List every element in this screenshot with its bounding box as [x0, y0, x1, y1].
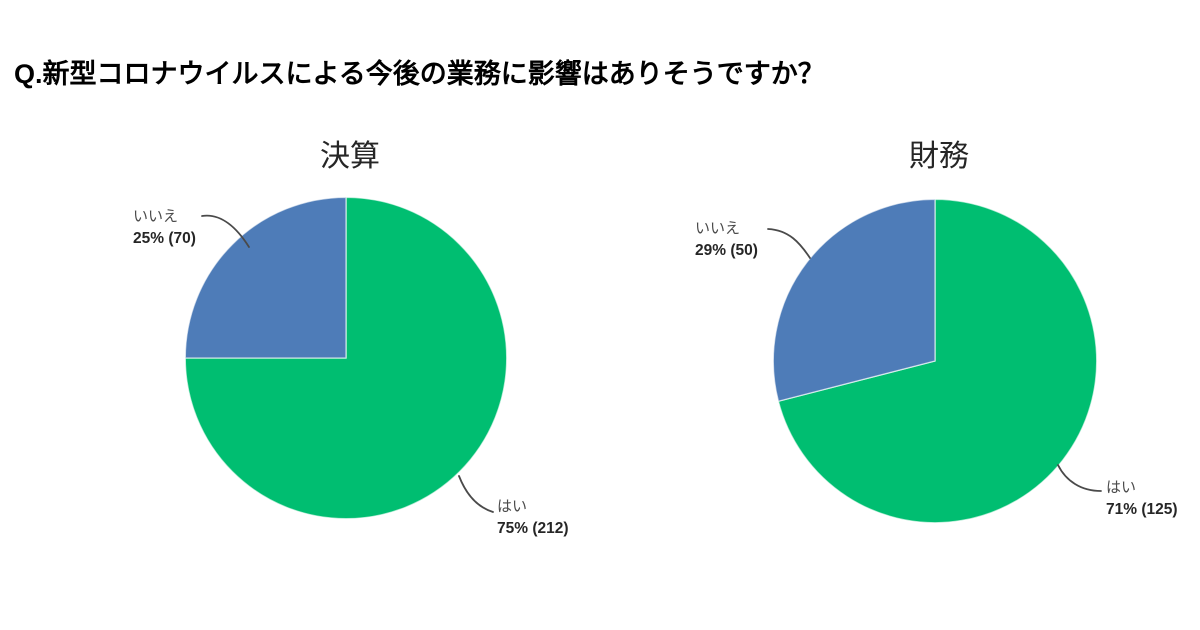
- pie-chart-zaimu: [772, 198, 1098, 524]
- slice-label-kessan-no: いいえ 25% (70): [133, 206, 196, 249]
- slice-label-value: 75% (212): [497, 520, 569, 537]
- slice-label-text: はい: [1106, 479, 1137, 496]
- slice-label-text: いいえ: [695, 220, 741, 237]
- slice-label-value: 25% (70): [133, 230, 196, 247]
- pie-chart-kessan: [184, 196, 508, 520]
- pie-slice-no: [184, 196, 347, 359]
- slice-label-text: はい: [497, 498, 528, 515]
- chart-title-kessan: 決算: [320, 140, 380, 173]
- slice-label-zaimu-yes: はい 71% (125): [1106, 477, 1178, 520]
- slice-label-value: 29% (50): [695, 242, 758, 259]
- slice-label-zaimu-no: いいえ 29% (50): [695, 218, 758, 261]
- question-title: Q.新型コロナウイルスによる今後の業務に影響はありそうですか？: [14, 59, 825, 89]
- chart-title-zaimu: 財務: [909, 140, 969, 173]
- pie-slice-no: [772, 198, 936, 403]
- slice-label-kessan-yes: はい 75% (212): [497, 496, 569, 539]
- slice-label-text: いいえ: [133, 208, 179, 225]
- pie-slice-yes: [777, 198, 1098, 524]
- slice-label-value: 71% (125): [1106, 501, 1178, 518]
